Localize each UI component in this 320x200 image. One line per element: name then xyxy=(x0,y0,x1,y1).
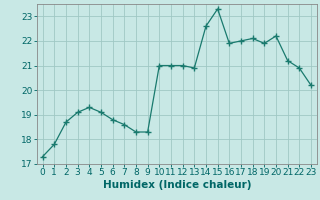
X-axis label: Humidex (Indice chaleur): Humidex (Indice chaleur) xyxy=(102,180,251,190)
